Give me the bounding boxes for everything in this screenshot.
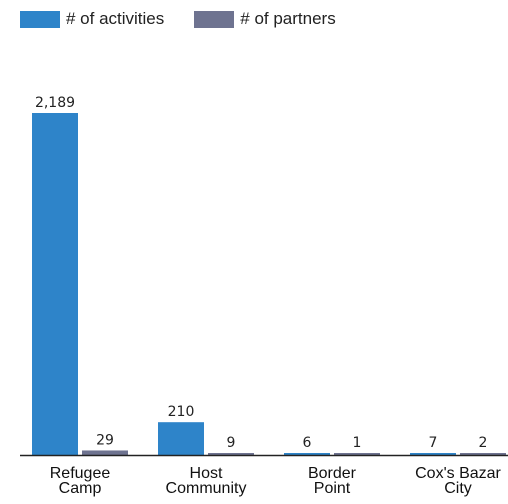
x-tick-label-2: Border Point xyxy=(308,465,357,497)
bar-partners-2 xyxy=(334,453,380,455)
data-label-activities-1: 210 xyxy=(168,404,195,420)
legend-label-activities: # of activities xyxy=(66,9,165,28)
bar-partners-0 xyxy=(82,450,128,455)
x-tick-label-3: Cox's Bazar City xyxy=(415,465,501,497)
data-label-partners-3: 2 xyxy=(479,435,488,451)
data-label-partners-0: 29 xyxy=(96,432,114,448)
data-label-activities-0: 2,189 xyxy=(35,95,75,111)
data-label-partners-2: 1 xyxy=(353,435,362,451)
bar-activities-1 xyxy=(158,422,204,455)
x-tick-label-0: Refugee Camp xyxy=(50,465,111,497)
legend-swatch-partners xyxy=(194,10,235,28)
x-tick-label-1: Host Community xyxy=(166,465,247,497)
bar-activities-2 xyxy=(284,453,330,455)
bar-partners-1 xyxy=(208,453,254,455)
legend-item-activities: # of activities xyxy=(20,9,164,29)
legend-label-partners: # of partners xyxy=(240,9,336,28)
bar-activities-3 xyxy=(410,453,456,455)
legend-item-partners: # of partners xyxy=(194,9,336,29)
chart-legend: # of activities # of partners xyxy=(20,8,366,30)
bar-partners-3 xyxy=(460,453,506,455)
data-label-activities-2: 6 xyxy=(303,435,312,451)
data-label-activities-3: 7 xyxy=(429,435,438,451)
legend-swatch-activities xyxy=(20,10,60,28)
data-label-partners-1: 9 xyxy=(227,435,236,451)
bar-activities-0 xyxy=(32,113,78,455)
